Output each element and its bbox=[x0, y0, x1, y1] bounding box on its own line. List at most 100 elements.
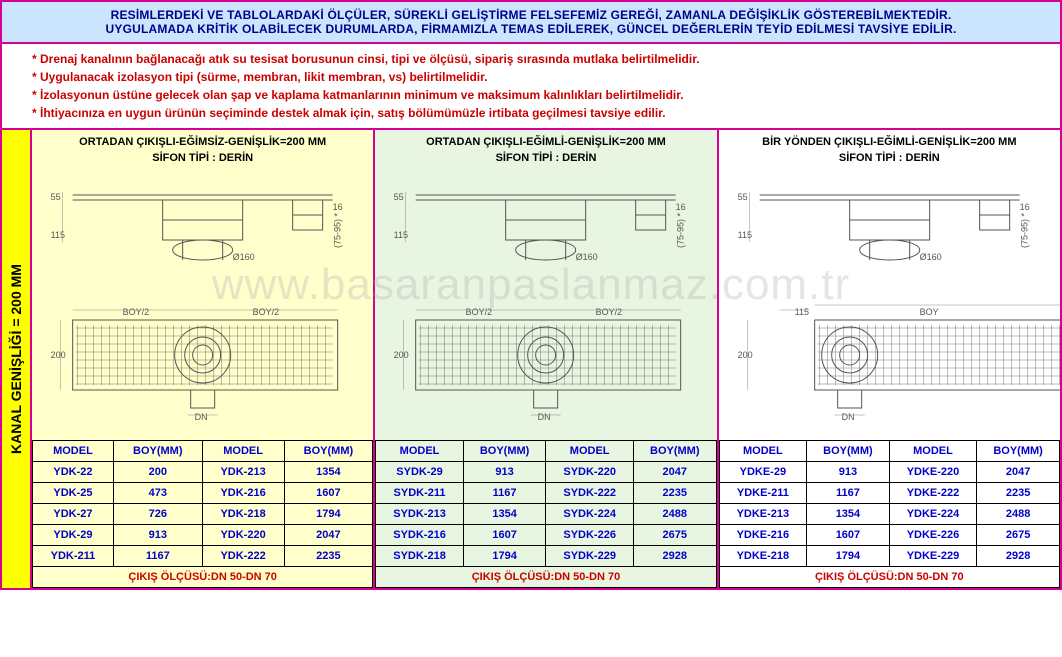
table-cell: 1354 bbox=[807, 504, 890, 525]
header-line-1: RESİMLERDEKİ VE TABLOLARDAKİ ÖLÇÜLER, SÜ… bbox=[12, 8, 1050, 22]
header-line-2: UYGULAMADA KRİTİK OLABİLECEK DURUMLARDA,… bbox=[12, 22, 1050, 36]
table-row: YDKE-2181794YDKE-2292928 bbox=[719, 546, 1059, 567]
table-footer-row: ÇIKIŞ ÖLÇÜSÜ:DN 50-DN 70 bbox=[33, 567, 373, 588]
svg-text:55: 55 bbox=[51, 192, 61, 202]
table-cell: 1794 bbox=[807, 546, 890, 567]
table-cell: YDK-211 bbox=[33, 546, 114, 567]
table-row: YDK-2111167YDK-2222235 bbox=[33, 546, 373, 567]
table-cell: YDKE-218 bbox=[719, 546, 806, 567]
table-cell: 2928 bbox=[633, 546, 716, 567]
svg-text:BOY/2: BOY/2 bbox=[123, 307, 150, 317]
table-header-row: MODELBOY(MM)MODELBOY(MM) bbox=[33, 441, 373, 462]
panel-subtitle: SİFON TİPİ : DERİN bbox=[723, 152, 1056, 164]
table-cell: YDK-220 bbox=[202, 525, 284, 546]
table-cell: 200 bbox=[113, 462, 202, 483]
side-label-text: KANAL GENİŞLİĞİ = 200 MM bbox=[8, 264, 24, 454]
panel-title: ORTADAN ÇIKIŞLI-EĞİMLİ-GENİŞLİK=200 MM bbox=[379, 136, 712, 148]
table-header: MODEL bbox=[33, 441, 114, 462]
table-header: BOY(MM) bbox=[284, 441, 373, 462]
table-cell: YDKE-226 bbox=[889, 525, 976, 546]
table-footer-row: ÇIKIŞ ÖLÇÜSÜ:DN 50-DN 70 bbox=[376, 567, 716, 588]
svg-text:16: 16 bbox=[1019, 202, 1029, 212]
svg-text:200: 200 bbox=[737, 350, 752, 360]
table-cell: 2675 bbox=[977, 525, 1060, 546]
table-cell: 2235 bbox=[977, 483, 1060, 504]
table-cell: 2488 bbox=[977, 504, 1060, 525]
table-footer: ÇIKIŞ ÖLÇÜSÜ:DN 50-DN 70 bbox=[376, 567, 716, 588]
table-cell: SYDK-216 bbox=[376, 525, 463, 546]
table-cell: YDKE-211 bbox=[719, 483, 806, 504]
table-header: BOY(MM) bbox=[977, 441, 1060, 462]
table-row: SYDK-29913SYDK-2202047 bbox=[376, 462, 716, 483]
table-cell: SYDK-229 bbox=[546, 546, 633, 567]
table-cell: 913 bbox=[807, 462, 890, 483]
table-row: YDKE-2111167YDKE-2222235 bbox=[719, 483, 1059, 504]
table-cell: 1167 bbox=[113, 546, 202, 567]
table-cell: SYDK-220 bbox=[546, 462, 633, 483]
table-footer-row: ÇIKIŞ ÖLÇÜSÜ:DN 50-DN 70 bbox=[719, 567, 1059, 588]
technical-diagram: 55 115 Ø160 16 (75-95) * BOY/2 BOY/2 200… bbox=[32, 170, 373, 440]
table-header: MODEL bbox=[546, 441, 633, 462]
table-cell: 1607 bbox=[463, 525, 546, 546]
table-header-row: MODELBOY(MM)MODELBOY(MM) bbox=[376, 441, 716, 462]
table-cell: YDKE-222 bbox=[889, 483, 976, 504]
svg-text:DN: DN bbox=[195, 412, 208, 422]
table-cell: 2047 bbox=[977, 462, 1060, 483]
panel-1: ORTADAN ÇIKIŞLI-EĞİMLİ-GENİŞLİK=200 MM S… bbox=[375, 130, 718, 588]
table-row: SYDK-2161607SYDK-2262675 bbox=[376, 525, 716, 546]
table-cell: YDK-22 bbox=[33, 462, 114, 483]
table-row: YDKE-2161607YDKE-2262675 bbox=[719, 525, 1059, 546]
svg-text:Ø160: Ø160 bbox=[919, 252, 941, 262]
table-cell: YDKE-220 bbox=[889, 462, 976, 483]
table-cell: 473 bbox=[113, 483, 202, 504]
table-header: MODEL bbox=[376, 441, 463, 462]
panel-header: BİR YÖNDEN ÇIKIŞLI-EĞİMLİ-GENİŞLİK=200 M… bbox=[719, 130, 1060, 170]
table-row: YDK-29913YDK-2202047 bbox=[33, 525, 373, 546]
svg-text:(75-95) *: (75-95) * bbox=[676, 212, 686, 248]
table-row: SYDK-2131354SYDK-2242488 bbox=[376, 504, 716, 525]
table-cell: SYDK-218 bbox=[376, 546, 463, 567]
side-label: KANAL GENİŞLİĞİ = 200 MM bbox=[2, 130, 32, 588]
table-header: MODEL bbox=[889, 441, 976, 462]
table-cell: 913 bbox=[113, 525, 202, 546]
table-header: BOY(MM) bbox=[113, 441, 202, 462]
table-cell: 2928 bbox=[977, 546, 1060, 567]
notice-line-2: * İzolasyonun üstüne gelecek olan şap ve… bbox=[32, 86, 1030, 104]
table-header: BOY(MM) bbox=[633, 441, 716, 462]
panel-title: ORTADAN ÇIKIŞLI-EĞİMSİZ-GENİŞLİK=200 MM bbox=[36, 136, 369, 148]
table-cell: 2047 bbox=[633, 462, 716, 483]
table-cell: SYDK-224 bbox=[546, 504, 633, 525]
table-cell: 913 bbox=[463, 462, 546, 483]
table-cell: 1794 bbox=[463, 546, 546, 567]
table-cell: YDKE-216 bbox=[719, 525, 806, 546]
svg-text:55: 55 bbox=[394, 192, 404, 202]
svg-text:BOY: BOY bbox=[919, 307, 938, 317]
table-cell: 1167 bbox=[807, 483, 890, 504]
table-cell: 1354 bbox=[463, 504, 546, 525]
table-cell: 1167 bbox=[463, 483, 546, 504]
table-header: BOY(MM) bbox=[463, 441, 546, 462]
table-header: MODEL bbox=[719, 441, 806, 462]
table-cell: YDKE-229 bbox=[889, 546, 976, 567]
svg-text:55: 55 bbox=[737, 192, 747, 202]
svg-text:200: 200 bbox=[51, 350, 66, 360]
table-row: YDK-27726YDK-2181794 bbox=[33, 504, 373, 525]
table-cell: 1354 bbox=[284, 462, 373, 483]
svg-text:BOY/2: BOY/2 bbox=[253, 307, 280, 317]
header-block: RESİMLERDEKİ VE TABLOLARDAKİ ÖLÇÜLER, SÜ… bbox=[2, 2, 1060, 44]
panel-0: ORTADAN ÇIKIŞLI-EĞİMSİZ-GENİŞLİK=200 MM … bbox=[32, 130, 375, 588]
table-cell: 2488 bbox=[633, 504, 716, 525]
panels-row: ORTADAN ÇIKIŞLI-EĞİMSİZ-GENİŞLİK=200 MM … bbox=[32, 130, 1060, 588]
svg-text:Ø160: Ø160 bbox=[576, 252, 598, 262]
svg-text:(75-95) *: (75-95) * bbox=[333, 212, 343, 248]
table-header: BOY(MM) bbox=[807, 441, 890, 462]
panel-subtitle: SİFON TİPİ : DERİN bbox=[379, 152, 712, 164]
model-table: MODELBOY(MM)MODELBOY(MM)YDKE-29913YDKE-2… bbox=[719, 440, 1060, 588]
technical-diagram: 55 115 Ø160 16 (75-95) * 115 BOY 200 DN bbox=[719, 170, 1060, 440]
table-cell: YDK-216 bbox=[202, 483, 284, 504]
table-row: YDKE-2131354YDKE-2242488 bbox=[719, 504, 1059, 525]
table-cell: 726 bbox=[113, 504, 202, 525]
main-content: KANAL GENİŞLİĞİ = 200 MM ORTADAN ÇIKIŞLI… bbox=[2, 130, 1060, 588]
table-cell: 2235 bbox=[284, 546, 373, 567]
svg-text:16: 16 bbox=[676, 202, 686, 212]
